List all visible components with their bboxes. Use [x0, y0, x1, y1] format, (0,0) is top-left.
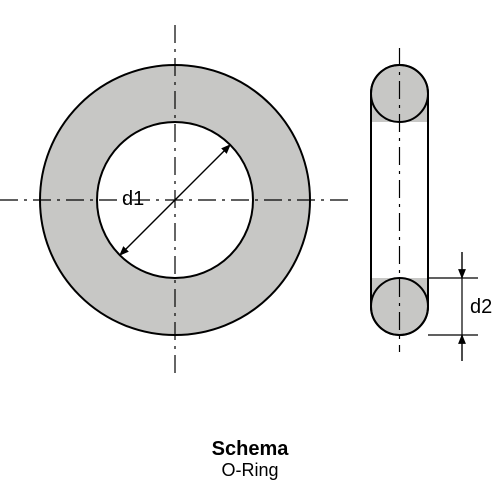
label-d2: d2	[470, 296, 492, 319]
caption: Schema O-Ring	[0, 438, 500, 482]
diagram-canvas: d1 d2 Schema O-Ring	[0, 0, 500, 500]
caption-title: Schema	[0, 438, 500, 460]
front-view	[0, 25, 350, 375]
label-d1: d1	[122, 188, 144, 211]
caption-subtitle: O-Ring	[0, 460, 500, 482]
schematic-svg	[0, 0, 500, 500]
side-view	[371, 48, 478, 361]
